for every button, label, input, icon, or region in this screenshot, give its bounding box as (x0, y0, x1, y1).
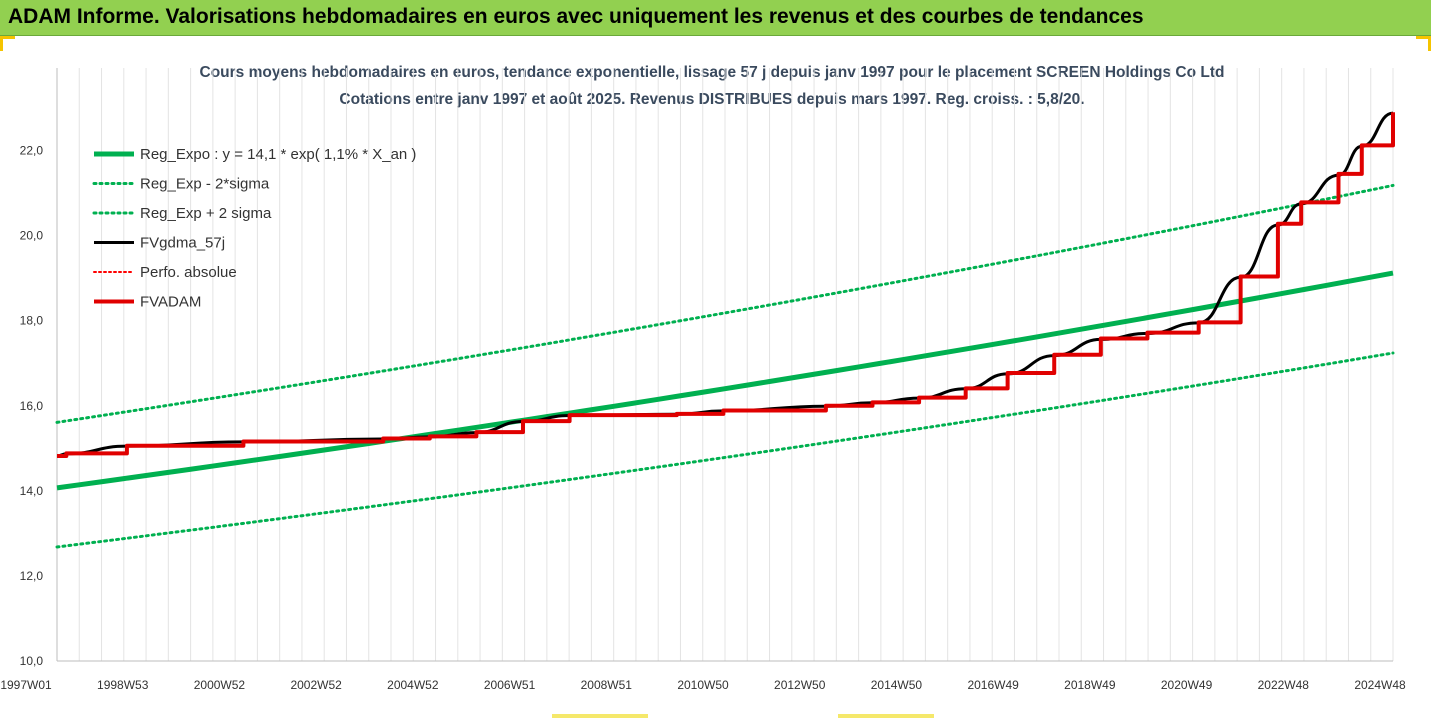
x-tick-label: 2012W50 (774, 678, 826, 692)
x-tick-label: 2008W51 (581, 678, 633, 692)
chart-subtitle: Cotations entre janv 1997 et août 2025. … (339, 91, 1084, 108)
series-line-5 (57, 112, 1395, 458)
legend: Reg_Expo : y = 14,1 * exp( 1,1% * X_an )… (92, 146, 416, 311)
legend-label: Reg_Exp - 2*sigma (140, 176, 270, 193)
y-tick-label: 22,0 (20, 144, 44, 158)
corner-marker-right (1416, 36, 1431, 51)
x-tick-label: 2020W49 (1161, 678, 1213, 692)
x-tick-label: 2010W50 (677, 678, 729, 692)
legend-label: Reg_Exp + 2 sigma (140, 205, 272, 222)
grid (56, 68, 1394, 661)
x-tick-label: 2006W51 (484, 678, 536, 692)
x-tick-label: 2004W52 (387, 678, 439, 692)
corner-marker-left (0, 36, 15, 51)
x-tick-label: 2022W48 (1258, 678, 1310, 692)
x-tick-label: 2002W52 (290, 678, 342, 692)
chart-title: Cours moyens hebdomadaires en euros, ten… (200, 64, 1225, 81)
x-tick-label: 2018W49 (1064, 678, 1116, 692)
legend-label: FVgdma_57j (140, 235, 225, 252)
series-line-0 (56, 270, 1394, 491)
x-tick-label: 2014W50 (871, 678, 923, 692)
y-tick-label: 18,0 (20, 314, 44, 328)
y-tick-label: 12,0 (20, 569, 44, 583)
series-line-1 (55, 351, 1395, 549)
x-tick-label: 2016W49 (967, 678, 1019, 692)
series (55, 111, 1395, 549)
bottom-tab-marker-left (552, 714, 648, 718)
y-tick-label: 10,0 (20, 654, 44, 668)
bottom-tab-marker-right (838, 714, 934, 718)
legend-label: Perfo. absolue (140, 264, 237, 281)
y-tick-label: 14,0 (20, 484, 44, 498)
legend-label: Reg_Expo : y = 14,1 * exp( 1,1% * X_an ) (140, 146, 416, 163)
x-tick-label: 1998W53 (97, 678, 149, 692)
page-title: ADAM Informe. Valorisations hebdomadaire… (8, 5, 1144, 28)
x-tick-label: 2000W52 (194, 678, 246, 692)
x-tick-label: 2024W48 (1354, 678, 1406, 692)
legend-label: FVADAM (140, 294, 201, 311)
y-tick-label: 16,0 (20, 399, 44, 413)
header-bar: ADAM Informe. Valorisations hebdomadaire… (0, 0, 1431, 36)
x-tick-label: 1997W01 (0, 678, 52, 692)
y-tick-label: 20,0 (20, 229, 44, 243)
series-line-2 (55, 183, 1395, 424)
axes: 10,0 12,0 14,0 16,0 18,0 20,0 22,0 1997W01 1998W… (0, 68, 1406, 692)
